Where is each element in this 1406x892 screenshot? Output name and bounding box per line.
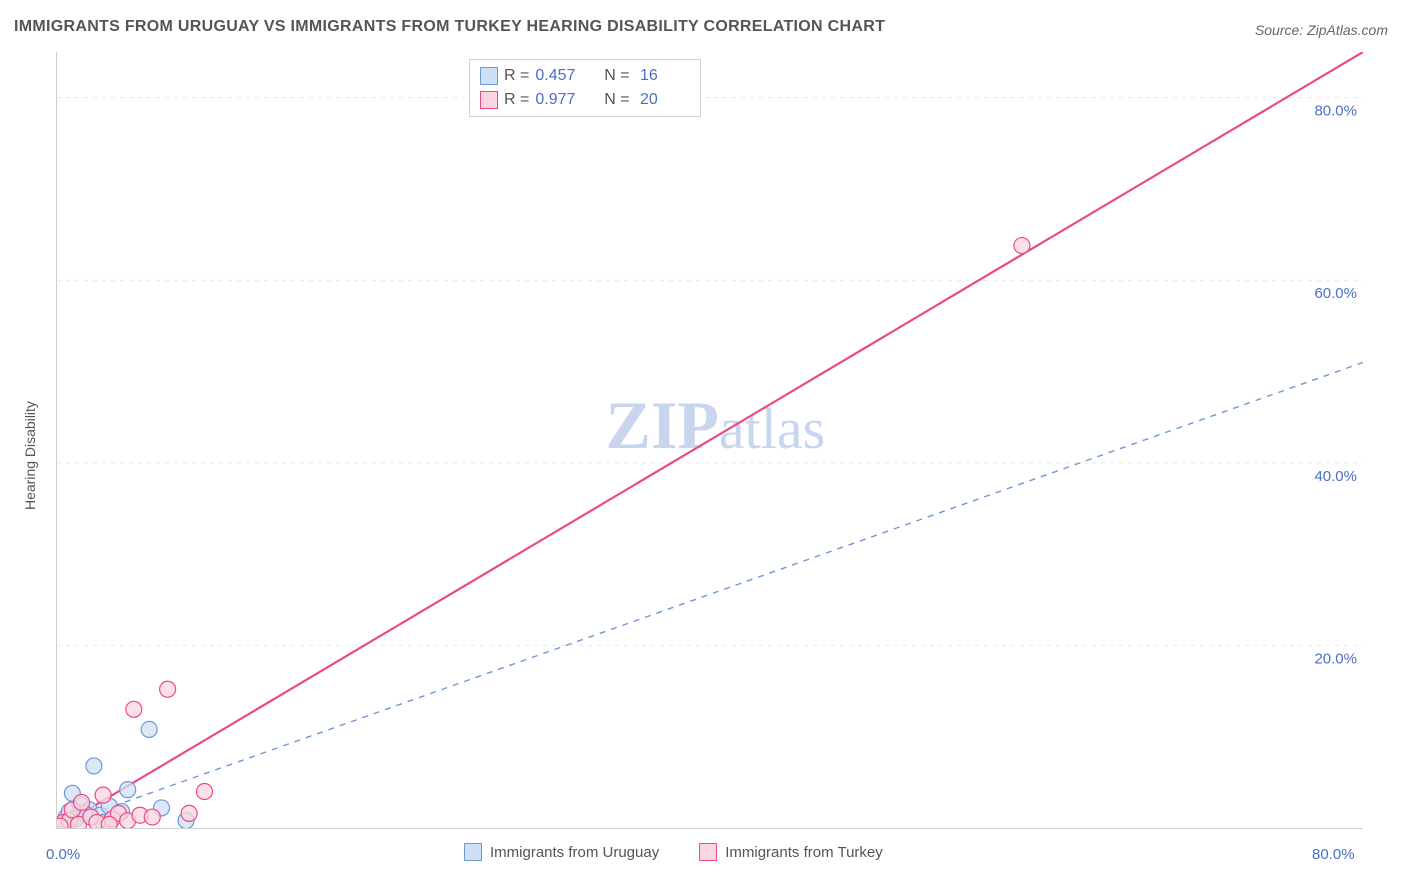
stat-row-turkey: R = 0.977 N = 20 <box>480 88 690 112</box>
r-value-turkey: 0.977 <box>535 88 589 112</box>
data-point-turkey <box>95 787 111 803</box>
scatter-plot: 20.0% 40.0% 60.0% 80.0% ZIPatlas <box>56 52 1363 829</box>
y-tick-label: 20.0% <box>1314 650 1357 667</box>
watermark: ZIPatlas <box>606 387 826 463</box>
r-value-uruguay: 0.457 <box>535 64 589 88</box>
data-point-uruguay <box>86 758 102 774</box>
data-point-turkey <box>160 681 176 697</box>
regression-line-turkey <box>57 52 1363 828</box>
legend-swatch-turkey <box>699 843 717 861</box>
data-point-turkey <box>197 783 213 799</box>
n-value-uruguay: 16 <box>636 64 690 88</box>
swatch-turkey <box>480 91 498 109</box>
n-label: N = <box>595 88 629 112</box>
correlation-stats-legend: R = 0.457 N = 16R = 0.977 N = 20 <box>469 59 701 117</box>
r-label: R = <box>504 64 529 88</box>
data-point-turkey <box>126 701 142 717</box>
n-value-turkey: 20 <box>636 88 690 112</box>
legend-item-uruguay: Immigrants from Uruguay <box>464 843 659 861</box>
data-point-turkey <box>181 805 197 821</box>
y-tick-label: 40.0% <box>1314 468 1357 485</box>
plot-svg: 20.0% 40.0% 60.0% 80.0% ZIPatlas <box>57 52 1363 828</box>
data-point-turkey <box>101 816 117 828</box>
r-label: R = <box>504 88 529 112</box>
x-axis-max-label: 80.0% <box>1312 846 1355 863</box>
data-point-turkey <box>1014 238 1030 254</box>
legend-label-turkey: Immigrants from Turkey <box>725 844 883 861</box>
legend-label-uruguay: Immigrants from Uruguay <box>490 844 659 861</box>
swatch-uruguay <box>480 67 498 85</box>
y-axis-label: Hearing Disability <box>22 401 38 510</box>
legend-swatch-uruguay <box>464 843 482 861</box>
chart-title: IMMIGRANTS FROM URUGUAY VS IMMIGRANTS FR… <box>14 18 885 36</box>
n-label: N = <box>595 64 629 88</box>
x-axis-origin-label: 0.0% <box>46 846 80 863</box>
data-point-turkey <box>74 794 90 810</box>
legend-item-turkey: Immigrants from Turkey <box>699 843 883 861</box>
stat-row-uruguay: R = 0.457 N = 16 <box>480 64 690 88</box>
data-point-uruguay <box>141 721 157 737</box>
data-point-turkey <box>144 809 160 825</box>
source-attribution: Source: ZipAtlas.com <box>1255 22 1388 38</box>
y-tick-label: 80.0% <box>1314 103 1357 120</box>
y-tick-label: 60.0% <box>1314 285 1357 302</box>
series-legend: Immigrants from Uruguay Immigrants from T… <box>464 843 883 861</box>
data-point-uruguay <box>120 782 136 798</box>
